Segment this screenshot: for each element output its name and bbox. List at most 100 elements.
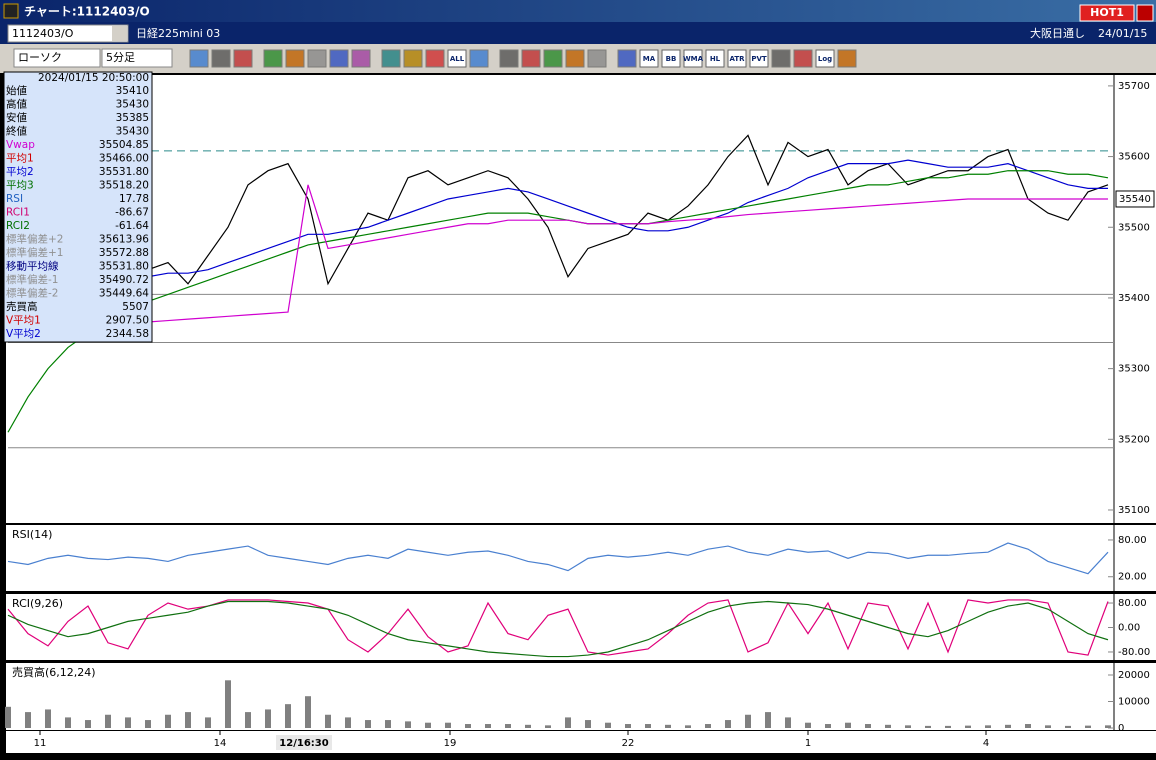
toolbar-button[interactable] xyxy=(639,49,659,68)
volume-bar xyxy=(1025,724,1031,728)
y-tick-label: 35100 xyxy=(1118,505,1150,516)
toolbar-icon[interactable] xyxy=(793,49,813,68)
chart-type[interactable]: ローソク xyxy=(18,51,62,64)
volume-bar xyxy=(1065,725,1071,728)
symbol[interactable]: 1112403/O xyxy=(12,27,74,40)
info-label: 終値 xyxy=(6,125,27,138)
toolbar-icon[interactable] xyxy=(521,49,541,68)
volume-bar xyxy=(485,724,491,728)
price-tag-label: 35540 xyxy=(1119,194,1151,205)
toolbar-button[interactable] xyxy=(447,49,467,68)
toolbar-icon[interactable] xyxy=(425,49,445,68)
info-value: 2344.58 xyxy=(106,328,149,340)
cursor-label: 12/16:30 xyxy=(279,738,328,749)
close-button[interactable] xyxy=(1136,4,1154,22)
volume-bar xyxy=(1005,724,1011,728)
chart-panel xyxy=(6,663,1156,730)
toolbar-button[interactable] xyxy=(749,49,769,68)
y-tick-label: 35400 xyxy=(1118,293,1150,304)
info-label: 高値 xyxy=(6,98,27,111)
info-label: RCI1 xyxy=(6,207,30,219)
toolbar-icon[interactable] xyxy=(617,49,637,68)
volume-bar xyxy=(65,717,71,728)
toolbar-icon[interactable] xyxy=(329,49,349,68)
toolbar-icon[interactable] xyxy=(351,49,371,68)
chart-panel xyxy=(6,594,1156,660)
volume-bar xyxy=(965,725,971,728)
volume-bar xyxy=(405,721,411,728)
toolbar-icon[interactable] xyxy=(211,49,231,68)
volume-bar xyxy=(285,704,291,728)
toolbar-icon[interactable] xyxy=(543,49,563,68)
toolbar-button[interactable] xyxy=(705,49,725,68)
volume-bar xyxy=(145,720,151,728)
hot-button-label[interactable]: HOT1 xyxy=(1090,6,1124,19)
symbol-combo[interactable] xyxy=(7,24,129,43)
info-label: Vwap xyxy=(6,139,35,151)
toolbar-button-label[interactable]: WMA xyxy=(683,55,704,63)
toolbar-button-label[interactable]: HL xyxy=(710,55,721,63)
toolbar-icon[interactable] xyxy=(469,49,489,68)
toolbar-button-label[interactable]: MA xyxy=(643,55,656,63)
info-value: -61.64 xyxy=(115,220,149,232)
combo-arrow[interactable] xyxy=(112,26,127,41)
info-panel-bg xyxy=(3,71,153,343)
toolbar-button-label[interactable]: ALL xyxy=(450,55,465,63)
y-tick-label: 10000 xyxy=(1118,697,1150,708)
info-label: V平均1 xyxy=(6,315,41,327)
info-value: 35449.64 xyxy=(99,288,149,300)
toolbar-icon[interactable] xyxy=(771,49,791,68)
series-line xyxy=(7,170,1109,433)
info-panel: 2024/01/15 20:50:00 始値 35410 高値 35430 安値 35385… xyxy=(3,71,153,343)
volume-bar xyxy=(345,717,351,728)
volume-bar xyxy=(465,724,471,728)
volume-bar xyxy=(685,725,691,728)
info-label: 始値 xyxy=(6,84,27,97)
chart-panel xyxy=(6,525,1156,591)
charts: 35100 35200 35300 35400 35500 35600 35700 35540… xyxy=(5,75,1156,753)
toolbar-button-label[interactable]: PVT xyxy=(751,55,767,63)
volume-bar xyxy=(605,722,611,728)
volume-bar xyxy=(865,724,871,728)
toolbar-icon[interactable] xyxy=(837,49,857,68)
toolbar-icon[interactable] xyxy=(403,49,423,68)
toolbar-icon[interactable] xyxy=(189,49,209,68)
toolbar-icon[interactable] xyxy=(307,49,327,68)
volume-bar xyxy=(245,712,251,728)
cursor-marker xyxy=(276,735,332,750)
info-value: 35518.20 xyxy=(99,180,149,192)
interval-combo[interactable] xyxy=(101,48,173,68)
info-label: 移動平均線 xyxy=(6,260,59,273)
toolbar-button-label[interactable]: BB xyxy=(666,55,677,63)
info-value: 35410 xyxy=(116,85,149,97)
toolbar-button[interactable] xyxy=(815,49,835,68)
volume-bar xyxy=(625,724,631,728)
volume-bar xyxy=(445,722,451,728)
volume-bar xyxy=(1045,725,1051,728)
info-value: -86.67 xyxy=(115,207,149,219)
x-tick-label: 11 xyxy=(34,738,47,749)
toolbar-button[interactable] xyxy=(683,49,703,68)
x-tick-label: 1 xyxy=(805,738,811,749)
volume-bar xyxy=(305,696,311,728)
interval[interactable]: 5分足 xyxy=(106,51,135,64)
toolbar-icon[interactable] xyxy=(381,49,401,68)
toolbar-button[interactable] xyxy=(661,49,681,68)
panel-title: RCI(9,26) xyxy=(12,597,63,610)
info-label: RCI2 xyxy=(6,220,30,232)
info-label: 標準偏差-1 xyxy=(6,273,58,286)
toolbar-icon[interactable] xyxy=(587,49,607,68)
hot-button[interactable] xyxy=(1079,4,1135,22)
panel-title: 売買高(6,12,24) xyxy=(12,665,96,679)
toolbar-button[interactable] xyxy=(727,49,747,68)
info-label: 平均3 xyxy=(6,180,34,192)
toolbar-icon[interactable] xyxy=(233,49,253,68)
volume-bar xyxy=(205,717,211,728)
toolbar-icon[interactable] xyxy=(565,49,585,68)
toolbar-button-label[interactable]: ATR xyxy=(729,55,745,63)
toolbar-icon[interactable] xyxy=(263,49,283,68)
toolbar-button-label[interactable]: Log xyxy=(818,55,832,63)
chart-type-combo[interactable] xyxy=(13,48,101,68)
toolbar-icon[interactable] xyxy=(285,49,305,68)
toolbar-icon[interactable] xyxy=(499,49,519,68)
